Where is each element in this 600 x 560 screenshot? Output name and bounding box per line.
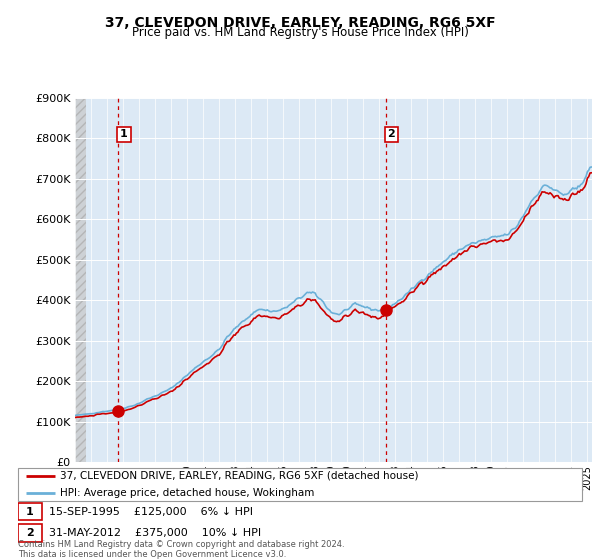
Bar xyxy=(75,98,86,462)
Text: 1: 1 xyxy=(26,507,34,516)
Text: Price paid vs. HM Land Registry's House Price Index (HPI): Price paid vs. HM Land Registry's House … xyxy=(131,26,469,39)
Text: 2: 2 xyxy=(26,528,34,538)
FancyBboxPatch shape xyxy=(18,503,41,520)
Text: Contains HM Land Registry data © Crown copyright and database right 2024.
This d: Contains HM Land Registry data © Crown c… xyxy=(18,540,344,559)
Text: 37, CLEVEDON DRIVE, EARLEY, READING, RG6 5XF (detached house): 37, CLEVEDON DRIVE, EARLEY, READING, RG6… xyxy=(60,471,419,481)
Text: 15-SEP-1995    £125,000    6% ↓ HPI: 15-SEP-1995 £125,000 6% ↓ HPI xyxy=(49,507,253,516)
FancyBboxPatch shape xyxy=(18,524,41,542)
Text: 2: 2 xyxy=(388,129,395,139)
Text: 1: 1 xyxy=(120,129,128,139)
Text: 31-MAY-2012    £375,000    10% ↓ HPI: 31-MAY-2012 £375,000 10% ↓ HPI xyxy=(49,528,261,538)
Text: 37, CLEVEDON DRIVE, EARLEY, READING, RG6 5XF: 37, CLEVEDON DRIVE, EARLEY, READING, RG6… xyxy=(104,16,496,30)
Text: HPI: Average price, detached house, Wokingham: HPI: Average price, detached house, Woki… xyxy=(60,488,314,498)
FancyBboxPatch shape xyxy=(18,468,582,501)
